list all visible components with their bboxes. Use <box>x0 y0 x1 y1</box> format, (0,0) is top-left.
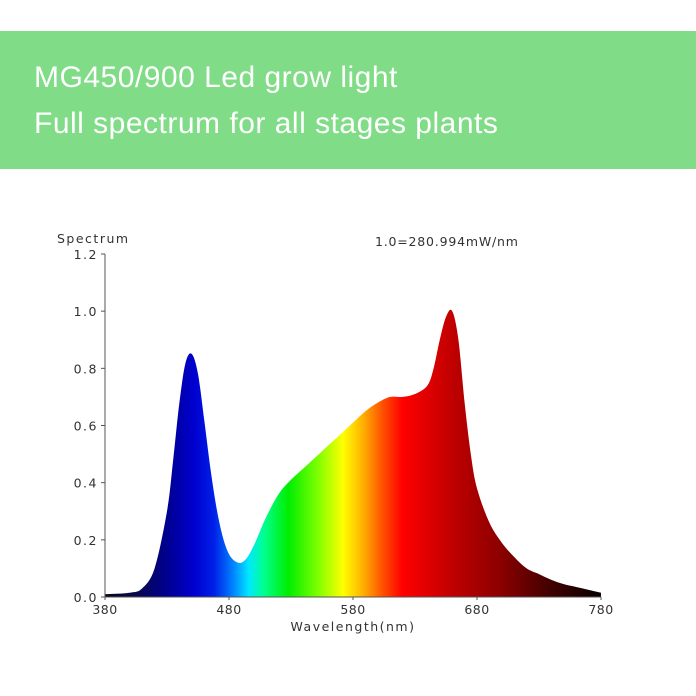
x-tick-label: 480 <box>216 602 241 617</box>
y-tick-label: 0.6 <box>74 419 98 434</box>
y-tick-label: 1.0 <box>74 304 98 319</box>
x-tick-label: 780 <box>588 602 613 617</box>
x-tick-label: 580 <box>340 602 365 617</box>
y-tick-label: 0.2 <box>74 533 98 548</box>
x-ticks: 380 480 580 680 780 <box>92 597 613 617</box>
y-axis-label: Spectrum <box>57 231 130 246</box>
x-tick-label: 380 <box>92 602 117 617</box>
x-axis-label: Wavelength(nm) <box>290 619 415 634</box>
y-tick-label: 1.2 <box>74 247 98 262</box>
banner-subtitle: Full spectrum for all stages plants <box>34 107 499 140</box>
header-banner: MG450/900 Led grow light Full spectrum f… <box>0 31 696 169</box>
spectrum-area <box>105 309 601 597</box>
y-tick-label: 0.4 <box>74 476 98 491</box>
y-tick-label: 0.8 <box>74 361 98 376</box>
banner-title: MG450/900 Led grow light <box>34 61 398 94</box>
y-tick-label: 0.0 <box>74 590 98 605</box>
scale-annotation: 1.0=280.994mW/nm <box>375 234 519 249</box>
x-tick-label: 680 <box>464 602 489 617</box>
y-ticks: 0.0 0.2 0.4 0.6 0.8 1.0 1.2 <box>74 247 105 605</box>
